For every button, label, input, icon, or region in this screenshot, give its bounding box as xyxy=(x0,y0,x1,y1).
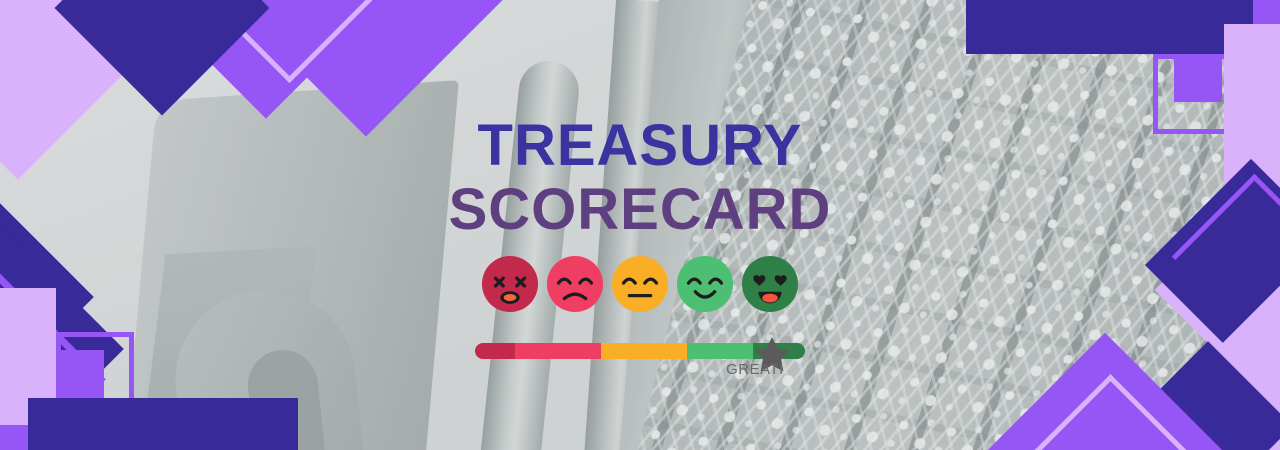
face-terrible-icon[interactable] xyxy=(481,255,539,313)
deco-indigo-bar-bottom-left xyxy=(28,398,298,450)
page-title-line-1: TREASURY xyxy=(477,113,803,178)
segment-okay[interactable] xyxy=(601,342,687,359)
face-okay-icon[interactable] xyxy=(611,255,669,313)
segment-good[interactable] xyxy=(687,342,753,359)
deco-purple-tab-bottom-left xyxy=(0,425,28,450)
heart-eye-right-icon xyxy=(774,274,787,286)
score-meter-label: GREATI xyxy=(726,360,784,378)
segment-bad[interactable] xyxy=(515,342,601,359)
rating-face-row xyxy=(481,255,799,313)
deco-indigo-rect-top-right xyxy=(966,0,1262,54)
score-meter[interactable]: GREATI xyxy=(475,335,805,378)
face-great-icon[interactable] xyxy=(741,255,799,313)
face-good-icon[interactable] xyxy=(676,255,734,313)
deco-purple-square-top-right xyxy=(1174,54,1222,102)
deco-purple-square-bottom-left xyxy=(56,350,104,398)
page-title-line-2: SCORECARD xyxy=(448,176,832,242)
star-marker-icon[interactable] xyxy=(753,336,791,372)
face-bad-icon[interactable] xyxy=(546,255,604,313)
segment-terrible[interactable] xyxy=(475,342,515,359)
heart-eye-left-icon xyxy=(753,274,766,286)
deco-purple-edge-top-right xyxy=(1253,0,1280,26)
score-meter-bar[interactable] xyxy=(475,335,805,373)
